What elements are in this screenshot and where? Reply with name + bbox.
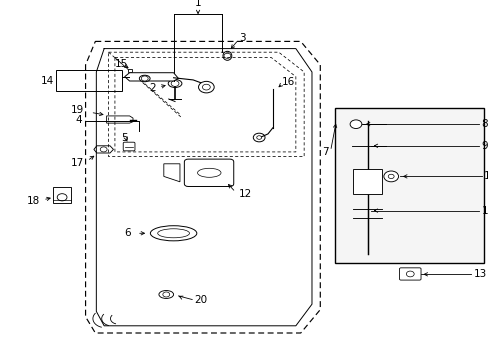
Polygon shape bbox=[106, 116, 133, 123]
Text: 8: 8 bbox=[481, 119, 488, 129]
Polygon shape bbox=[128, 69, 132, 72]
Text: 12: 12 bbox=[238, 189, 251, 199]
FancyBboxPatch shape bbox=[334, 108, 483, 263]
Text: 20: 20 bbox=[194, 294, 207, 305]
FancyBboxPatch shape bbox=[123, 142, 135, 151]
Text: 4: 4 bbox=[75, 115, 82, 125]
Ellipse shape bbox=[139, 75, 150, 82]
Circle shape bbox=[253, 133, 264, 142]
Ellipse shape bbox=[159, 291, 173, 298]
Text: 3: 3 bbox=[239, 33, 246, 43]
Text: 14: 14 bbox=[41, 76, 54, 86]
Polygon shape bbox=[124, 73, 178, 81]
Text: 13: 13 bbox=[472, 269, 486, 279]
Text: 1: 1 bbox=[194, 0, 201, 8]
Text: 18: 18 bbox=[27, 195, 40, 206]
Circle shape bbox=[383, 171, 398, 182]
Polygon shape bbox=[352, 169, 382, 194]
Text: 9: 9 bbox=[481, 141, 488, 151]
Text: 2: 2 bbox=[148, 83, 155, 93]
Text: 16: 16 bbox=[282, 77, 295, 87]
Text: 7: 7 bbox=[321, 147, 328, 157]
Text: 10: 10 bbox=[483, 171, 488, 181]
FancyBboxPatch shape bbox=[399, 268, 420, 280]
Text: 11: 11 bbox=[481, 206, 488, 216]
Ellipse shape bbox=[150, 226, 196, 241]
FancyBboxPatch shape bbox=[53, 187, 71, 203]
Text: 15: 15 bbox=[115, 59, 128, 69]
Circle shape bbox=[198, 81, 214, 93]
Circle shape bbox=[349, 120, 361, 129]
FancyBboxPatch shape bbox=[184, 159, 233, 186]
Polygon shape bbox=[163, 164, 180, 182]
Text: 17: 17 bbox=[71, 158, 84, 168]
Polygon shape bbox=[94, 146, 113, 153]
Text: 19: 19 bbox=[71, 105, 84, 115]
Text: 5: 5 bbox=[121, 132, 128, 143]
Text: 6: 6 bbox=[124, 228, 131, 238]
